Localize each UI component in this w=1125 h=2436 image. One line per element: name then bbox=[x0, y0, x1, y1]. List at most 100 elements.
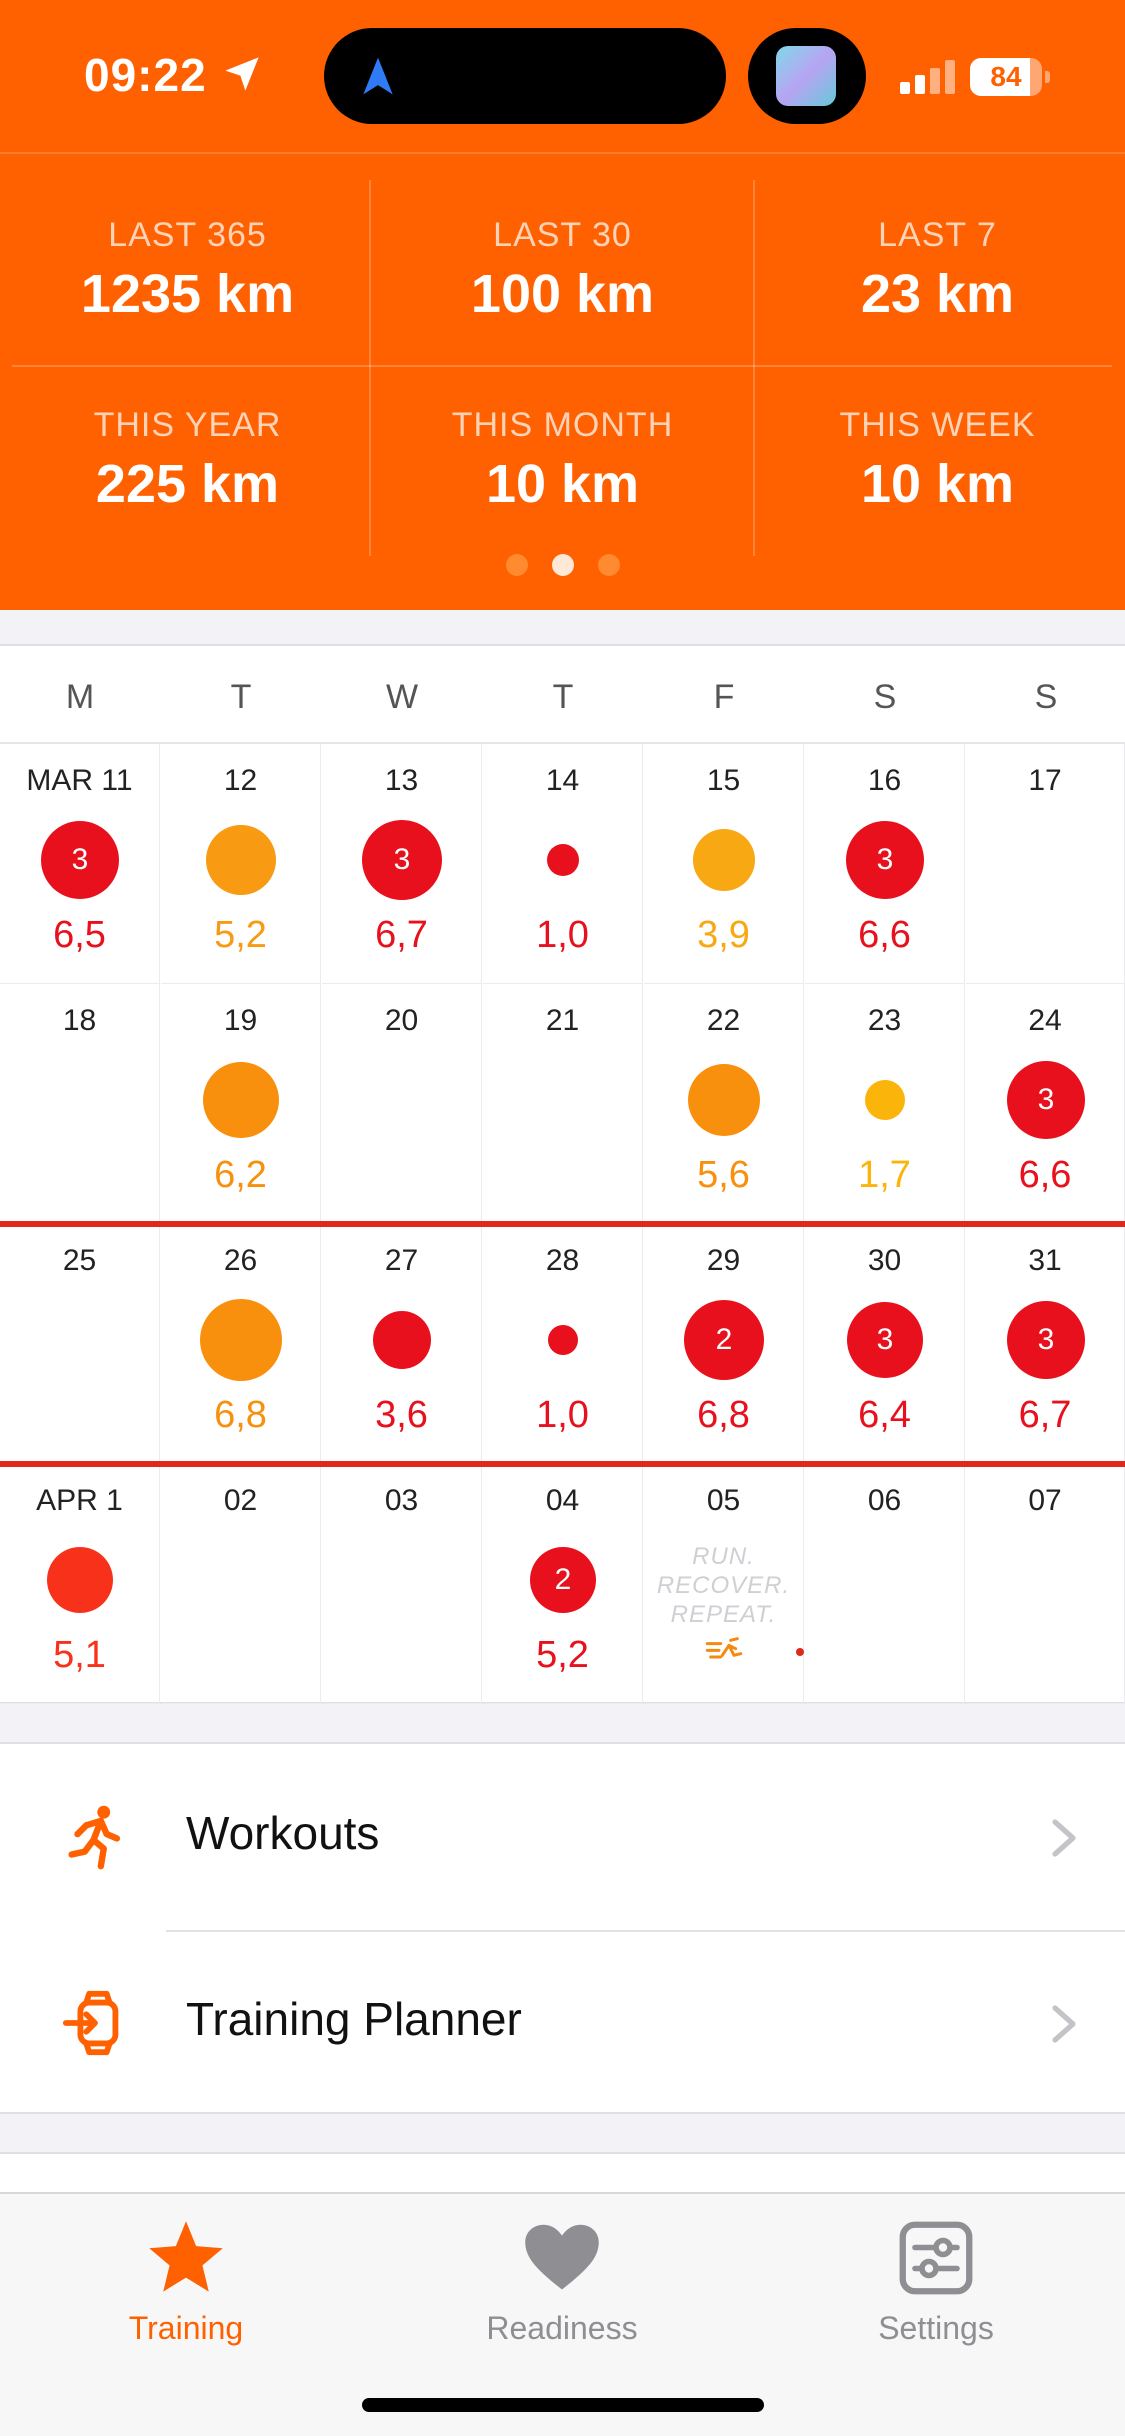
workout-load-marker: 2 bbox=[684, 1300, 764, 1380]
training-planner-row[interactable]: Training Planner bbox=[0, 1930, 1125, 2116]
weekday-label: S bbox=[1034, 678, 1058, 716]
next-section bbox=[0, 2152, 1125, 2192]
divider bbox=[166, 1930, 1125, 1932]
stat-value: 1235 km bbox=[80, 264, 295, 324]
current-week-border bbox=[0, 1221, 1125, 1227]
workout-count-badge: 2 bbox=[715, 1323, 733, 1356]
stat-value: 100 km bbox=[470, 264, 655, 324]
calendar-day[interactable]: 19 6,2 bbox=[161, 984, 321, 1224]
stat-this-week: THIS WEEK 10 km bbox=[750, 370, 1125, 560]
day-date: 06 bbox=[867, 1484, 902, 1517]
calendar-day[interactable]: MAR 11 3 6,5 bbox=[0, 744, 160, 984]
workouts-row[interactable]: Workouts bbox=[0, 1744, 1125, 1932]
battery-icon: 84 bbox=[970, 58, 1050, 96]
workout-load-marker: 3 bbox=[847, 1302, 923, 1378]
workout-load-marker bbox=[688, 1064, 760, 1136]
workout-load-marker bbox=[203, 1062, 279, 1138]
tab-settings[interactable]: Settings bbox=[786, 2216, 1086, 2347]
calendar-day[interactable]: 31 3 6,7 bbox=[966, 1224, 1125, 1464]
tab-label: Readiness bbox=[486, 2310, 638, 2346]
calendar-day[interactable]: 21 bbox=[483, 984, 643, 1224]
day-date: 07 bbox=[1028, 1484, 1062, 1517]
page-dot[interactable] bbox=[551, 554, 574, 576]
day-distance: 6,5 bbox=[53, 914, 106, 956]
stat-value: 225 km bbox=[95, 454, 280, 514]
page-dot[interactable] bbox=[505, 554, 528, 576]
calendar-day[interactable]: 07 bbox=[966, 1464, 1125, 1704]
speed-runner-icon bbox=[705, 1637, 743, 1659]
tab-label: Training bbox=[128, 2310, 244, 2346]
calendar-day[interactable]: 14 1,0 bbox=[483, 744, 643, 984]
stat-label: THIS MONTH bbox=[451, 406, 674, 444]
day-date: 05 bbox=[706, 1484, 741, 1517]
calendar-day[interactable]: 15 3,9 bbox=[644, 744, 804, 984]
calendar-day[interactable]: 20 bbox=[322, 984, 482, 1224]
weekday-label: S bbox=[873, 678, 897, 716]
day-date: APR 1 bbox=[36, 1484, 123, 1517]
stat-this-month: THIS MONTH 10 km bbox=[375, 370, 750, 560]
day-distance: 6,7 bbox=[1018, 1394, 1072, 1436]
day-distance: 5,6 bbox=[697, 1154, 750, 1196]
day-distance: 6,6 bbox=[858, 914, 911, 956]
day-date: 26 bbox=[223, 1244, 258, 1277]
workout-load-marker bbox=[206, 825, 276, 895]
calendar-day[interactable]: 27 3,6 bbox=[322, 1224, 482, 1464]
page-indicator[interactable] bbox=[0, 554, 1125, 581]
page-dot[interactable] bbox=[597, 554, 620, 576]
today-marker bbox=[796, 1648, 804, 1656]
status-bar: 09:22 84 bbox=[0, 0, 1125, 154]
calendar-day[interactable]: 25 bbox=[0, 1224, 160, 1464]
workout-count-badge: 2 bbox=[554, 1563, 572, 1596]
now-playing-island[interactable] bbox=[748, 28, 866, 124]
heart-icon bbox=[525, 2224, 599, 2290]
calendar-day[interactable]: 13 3 6,7 bbox=[322, 744, 482, 984]
stat-label: LAST 30 bbox=[493, 216, 632, 254]
calendar-day[interactable]: 02 bbox=[161, 1464, 321, 1704]
status-time: 09:22 bbox=[84, 49, 207, 101]
day-distance: 1,0 bbox=[536, 914, 589, 956]
workout-load-marker bbox=[373, 1311, 431, 1369]
dynamic-island[interactable] bbox=[324, 28, 726, 124]
navigation-icon bbox=[363, 57, 393, 95]
workout-load-marker: 2 bbox=[530, 1547, 596, 1613]
stats-summary[interactable]: LAST 365 1235 km LAST 30 100 km LAST 7 2… bbox=[0, 180, 1125, 560]
calendar-day[interactable]: 28 1,0 bbox=[483, 1224, 643, 1464]
day-distance: 6,4 bbox=[858, 1394, 911, 1436]
stat-this-year: THIS YEAR 225 km bbox=[0, 370, 375, 560]
day-date: 18 bbox=[62, 1004, 97, 1037]
day-date: 03 bbox=[384, 1484, 419, 1517]
calendar-day[interactable]: APR 1 5,1 bbox=[0, 1464, 160, 1704]
home-indicator[interactable] bbox=[362, 2398, 764, 2412]
calendar-day[interactable]: 05 RUN. RECOVER. REPEAT. bbox=[644, 1464, 804, 1704]
tab-readiness[interactable]: Readiness bbox=[412, 2216, 712, 2347]
workout-count-badge: 3 bbox=[1037, 1083, 1055, 1116]
calendar-day[interactable]: 03 bbox=[322, 1464, 482, 1704]
day-date: 29 bbox=[706, 1244, 741, 1277]
stat-label: LAST 365 bbox=[108, 216, 267, 254]
calendar-day[interactable]: 26 6,8 bbox=[161, 1224, 321, 1464]
day-date: 15 bbox=[706, 764, 741, 797]
day-date: MAR 11 bbox=[26, 764, 133, 797]
calendar-day[interactable]: 06 bbox=[805, 1464, 965, 1704]
workout-load-marker bbox=[547, 844, 579, 876]
day-date: 14 bbox=[545, 764, 580, 797]
day-date: 02 bbox=[223, 1484, 258, 1517]
calendar-day[interactable]: 22 5,6 bbox=[644, 984, 804, 1224]
calendar-day[interactable]: 23 1,7 bbox=[805, 984, 965, 1224]
day-date: 04 bbox=[545, 1484, 580, 1517]
stat-value: 23 km bbox=[860, 264, 1015, 324]
calendar-day[interactable]: 18 bbox=[0, 984, 160, 1224]
workout-load-marker bbox=[548, 1325, 578, 1355]
calendar-day[interactable]: 16 3 6,6 bbox=[805, 744, 965, 984]
tab-training[interactable]: Training bbox=[36, 2216, 336, 2347]
day-date: 21 bbox=[545, 1004, 580, 1037]
day-distance: 1,0 bbox=[536, 1394, 589, 1436]
calendar-day[interactable]: 17 bbox=[966, 744, 1125, 984]
calendar-day[interactable]: 29 2 6,8 bbox=[644, 1224, 804, 1464]
calendar-day[interactable]: 24 3 6,6 bbox=[966, 984, 1125, 1224]
calendar-day[interactable]: 04 2 5,2 bbox=[483, 1464, 643, 1704]
cellular-signal-icon bbox=[900, 60, 955, 94]
calendar-day[interactable]: 12 5,2 bbox=[161, 744, 321, 984]
workout-load-marker: 3 bbox=[1007, 1061, 1085, 1139]
calendar-day[interactable]: 30 3 6,4 bbox=[805, 1224, 965, 1464]
